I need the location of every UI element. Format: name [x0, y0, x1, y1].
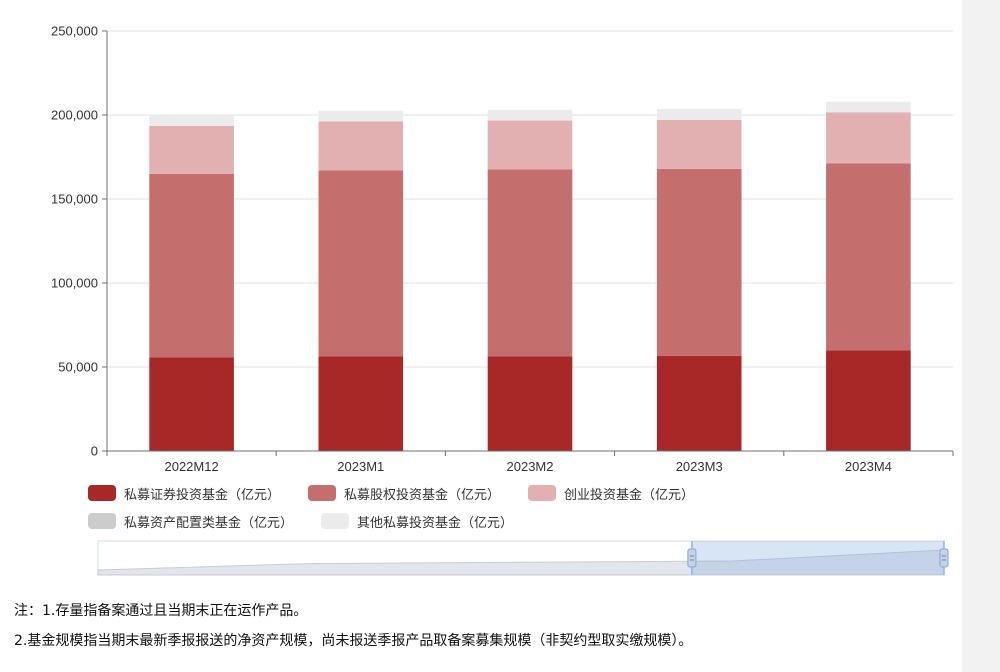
bar-segment[interactable] — [149, 125, 234, 174]
legend-item[interactable]: 其他私募投资基金（亿元） — [321, 507, 513, 535]
footnote-1: 注：1.存量指备案通过且当期末正在运作产品。 — [14, 603, 308, 619]
bar-segment[interactable] — [826, 101, 911, 113]
legend-label: 私募股权投资基金（亿元） — [344, 487, 501, 503]
chart-legend: 私募证券投资基金（亿元） 私募股权投资基金（亿元） 创业投资基金（亿元） 私募资产配置… — [88, 479, 948, 535]
bar-segment[interactable] — [149, 357, 234, 451]
y-tick-label: 100,000 — [51, 276, 98, 291]
y-tick-label: 50,000 — [58, 360, 98, 375]
legend-label: 其他私募投资基金（亿元） — [357, 515, 514, 531]
legend-item[interactable]: 创业投资基金（亿元） — [528, 479, 694, 507]
legend-swatch — [88, 485, 116, 501]
y-tick-label: 0 — [91, 444, 98, 459]
legend-item[interactable]: 私募股权投资基金（亿元） — [308, 479, 500, 507]
bar-segment[interactable] — [826, 350, 911, 451]
bar-segment[interactable] — [656, 119, 742, 169]
scrollbar-strip[interactable] — [962, 0, 1000, 672]
legend-swatch — [528, 485, 557, 501]
footnotes: 注：1.存量指备案通过且当期末正在运作产品。 2.基金规模指当期末最新季报报送的… — [14, 596, 954, 656]
bar-segment[interactable] — [318, 110, 404, 122]
zoom-selection[interactable] — [691, 541, 944, 575]
bar-segment[interactable] — [656, 355, 742, 451]
footnote-2: 2.基金规模指当期末最新季报报送的净资产规模，尚未报送季报产品取备案募集规模（非… — [14, 633, 693, 649]
x-tick-label: 2023M2 — [507, 459, 554, 474]
legend-label: 私募证券投资基金（亿元） — [124, 487, 281, 503]
bar-segment[interactable] — [656, 108, 742, 120]
bars — [149, 101, 911, 451]
bar-segment[interactable] — [826, 163, 911, 351]
stacked-bar-chart: 0 50,000 100,000 150,000 200,000 250,000 2022M… — [51, 24, 954, 576]
legend-item[interactable]: 私募资产配置类基金（亿元） — [88, 507, 293, 535]
legend-item[interactable]: 私募证券投资基金（亿元） — [88, 479, 280, 507]
bar-segment[interactable] — [487, 356, 573, 451]
legend-label: 创业投资基金（亿元） — [564, 487, 695, 503]
bar-segment[interactable] — [318, 170, 404, 357]
bar-segment[interactable] — [826, 112, 911, 164]
bar-segment[interactable] — [318, 356, 404, 451]
bar-segment[interactable] — [149, 173, 234, 358]
bar-segment[interactable] — [656, 168, 742, 356]
x-tick-label: 2022M12 — [164, 459, 218, 474]
legend-swatch — [88, 513, 116, 529]
y-tick-label: 250,000 — [51, 24, 98, 39]
bar-segment[interactable] — [149, 114, 234, 126]
bar-segment[interactable] — [487, 120, 573, 170]
y-tick-label: 200,000 — [51, 108, 98, 123]
legend-swatch — [321, 513, 350, 529]
bar-segment[interactable] — [487, 109, 573, 121]
data-zoom-slider[interactable] — [97, 540, 949, 576]
axes: 0 50,000 100,000 150,000 200,000 250,000 2022M… — [51, 24, 954, 474]
zoom-handle[interactable] — [687, 548, 697, 568]
bar-segment[interactable] — [487, 169, 573, 357]
x-tick-label: 2023M4 — [845, 459, 892, 474]
y-tick-label: 150,000 — [51, 192, 98, 207]
legend-swatch — [308, 485, 337, 501]
legend-label: 私募资产配置类基金（亿元） — [124, 515, 294, 531]
bar-segment[interactable] — [318, 121, 404, 171]
x-tick-label: 2023M3 — [676, 459, 723, 474]
x-tick-label: 2023M1 — [337, 459, 384, 474]
zoom-handle[interactable] — [939, 548, 949, 568]
